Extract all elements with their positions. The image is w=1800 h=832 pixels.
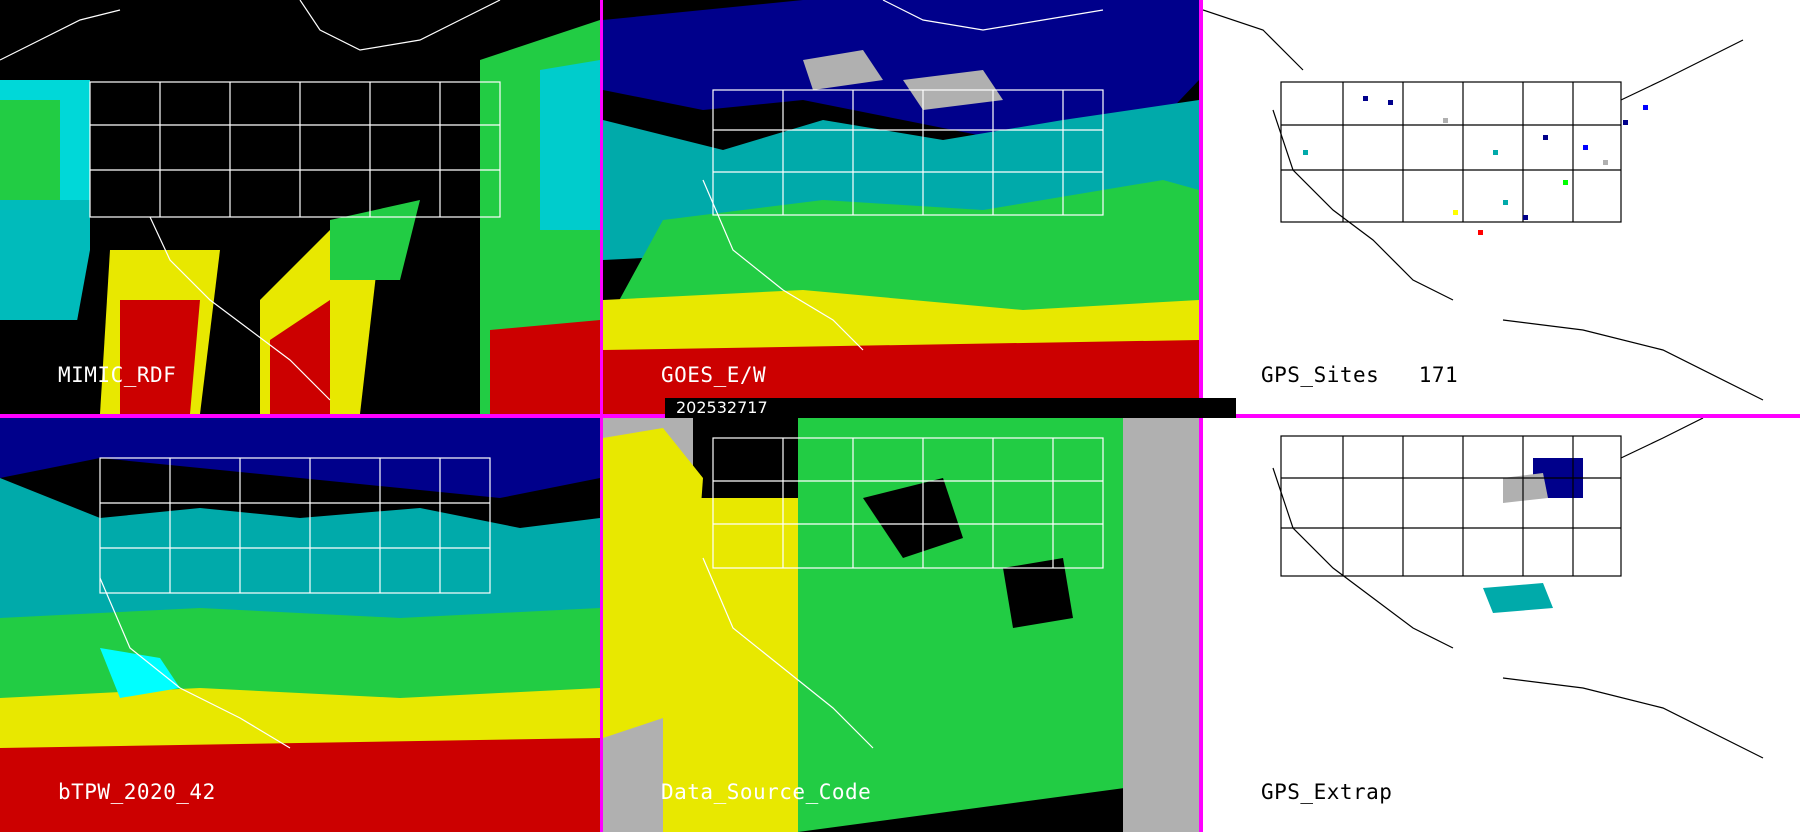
gps-sites-title: GPS_Sites	[1261, 363, 1380, 387]
goes-ew-map	[603, 0, 1199, 414]
panel-label-btpw: bTPW_2020_42	[58, 780, 216, 804]
panel-label-goes-ew: GOES_E/W	[661, 363, 767, 387]
panel-label-gps-sites: GPS_Sites 171	[1261, 363, 1458, 387]
panel-gps-extrap: GPS_Extrap	[1203, 418, 1800, 832]
panel-label-gps-extrap: GPS_Extrap	[1261, 780, 1393, 804]
gps-extrap-map	[1272, 418, 1764, 759]
data-source-code-map	[603, 418, 1199, 832]
panel-label-data-source-code: Data_Source_Code	[661, 780, 872, 804]
btpw-map	[0, 418, 600, 832]
panel-mimic-rdf: MIMIC_RDF	[0, 0, 600, 414]
panel-goes-ew: GOES_E/W	[603, 0, 1199, 414]
panel-data-source-code: Data_Source_Code	[603, 418, 1199, 832]
panel-btpw: bTPW_2020_42	[0, 418, 600, 832]
panel-label-mimic-rdf: MIMIC_RDF	[58, 363, 177, 387]
mimic-rdf-map	[0, 0, 600, 414]
gps-sites-map	[1203, 9, 1764, 401]
panel-gps-sites: GPS_Sites 171	[1203, 0, 1800, 414]
gps-sites-count: 171	[1418, 363, 1459, 387]
timestamp-bar: 202532717	[665, 398, 1236, 418]
